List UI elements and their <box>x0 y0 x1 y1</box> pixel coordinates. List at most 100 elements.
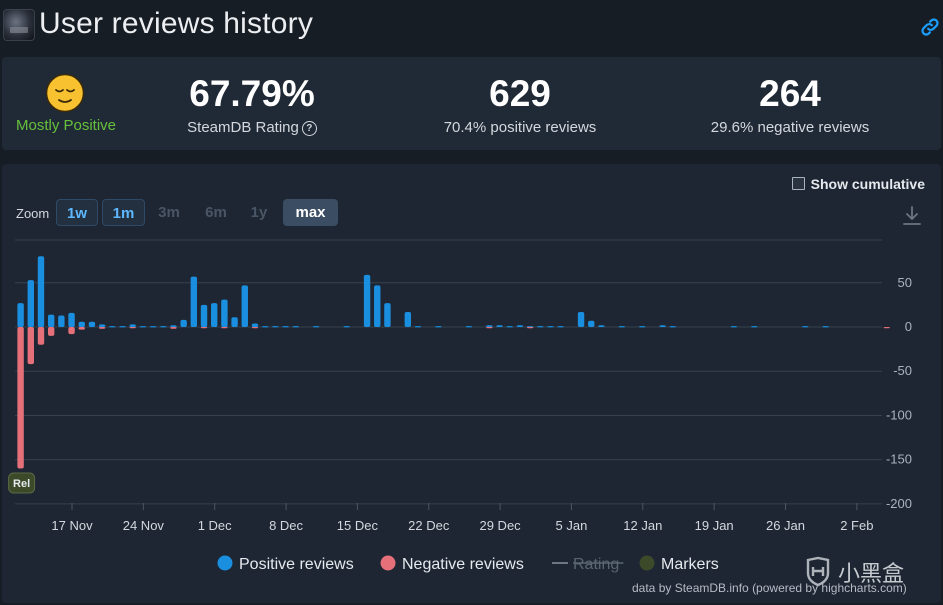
negative-bar[interactable] <box>37 327 45 345</box>
negative-bar[interactable] <box>526 327 534 329</box>
positive-bar[interactable] <box>374 285 381 327</box>
legend-swatch[interactable] <box>639 555 655 571</box>
positive-bar[interactable] <box>37 256 45 327</box>
legend-swatch[interactable] <box>380 555 396 571</box>
zoom-1y-button[interactable]: 1y <box>250 204 268 221</box>
legend-item-label[interactable]: Rating <box>573 556 619 573</box>
positive-bar[interactable] <box>27 280 34 327</box>
positive-bar[interactable] <box>343 326 350 328</box>
positive-bar[interactable] <box>200 304 208 327</box>
positive-bar[interactable] <box>119 326 126 328</box>
y-tick-label: -200 <box>886 496 912 511</box>
legend-swatch[interactable] <box>217 555 233 571</box>
x-tick-label: 24 Nov <box>123 518 165 533</box>
positive-bar[interactable] <box>261 326 269 328</box>
positive-bar[interactable] <box>149 326 157 328</box>
positive-bar[interactable] <box>58 315 65 327</box>
positive-bar[interactable] <box>272 326 279 328</box>
positive-bar[interactable] <box>251 323 259 327</box>
release-marker[interactable] <box>8 472 36 494</box>
positive-bar[interactable] <box>414 326 422 328</box>
positive-bar[interactable] <box>129 324 136 327</box>
negative-reviews-stat: 264 29.6% negative reviews <box>690 57 890 136</box>
negative-bar[interactable] <box>17 327 24 469</box>
negative-bar[interactable] <box>883 327 890 329</box>
positive-bar[interactable] <box>68 312 75 327</box>
positive-bar[interactable] <box>588 320 595 327</box>
x-tick-label: 22 Dec <box>408 518 450 533</box>
positive-bar[interactable] <box>802 326 809 328</box>
negative-bar[interactable] <box>251 327 259 329</box>
zoom-1w-button[interactable]: 1w <box>56 199 98 226</box>
positive-bar[interactable] <box>598 325 605 327</box>
legend-item-label[interactable]: Negative reviews <box>402 556 524 573</box>
positive-bar[interactable] <box>506 326 513 328</box>
positive-bar[interactable] <box>669 326 676 328</box>
positive-bar[interactable] <box>384 303 391 327</box>
positive-bar[interactable] <box>170 325 177 327</box>
positive-bar[interactable] <box>537 326 544 328</box>
positive-bar[interactable] <box>659 325 666 327</box>
positive-bar[interactable] <box>312 326 320 328</box>
zoom-6m-button[interactable]: 6m <box>205 204 227 221</box>
positive-bar[interactable] <box>547 326 554 328</box>
positive-bar[interactable] <box>241 285 248 327</box>
negative-bar[interactable] <box>98 327 106 329</box>
positive-bar[interactable] <box>190 276 198 327</box>
positive-bar[interactable] <box>577 311 585 327</box>
positive-bar[interactable] <box>211 303 218 327</box>
positive-bar[interactable] <box>618 326 626 328</box>
positive-bar[interactable] <box>180 319 187 327</box>
positive-bar[interactable] <box>282 326 289 328</box>
positive-bar[interactable] <box>98 324 106 327</box>
negative-bar[interactable] <box>129 327 136 329</box>
game-icon[interactable] <box>3 9 35 41</box>
legend-item-label[interactable]: Markers <box>661 556 719 573</box>
negative-bar[interactable] <box>78 327 85 330</box>
positive-bar[interactable] <box>751 326 758 328</box>
positive-bar[interactable] <box>88 321 96 327</box>
cumulative-checkbox[interactable] <box>791 177 805 190</box>
x-tick-label: 19 Jan <box>695 518 734 533</box>
negative-bar[interactable] <box>47 327 55 336</box>
link-icon[interactable] <box>919 16 941 38</box>
xiaoheihe-watermark: 小黑盒 <box>806 556 904 587</box>
positive-bar[interactable] <box>47 314 55 327</box>
positive-bar[interactable] <box>231 317 238 327</box>
positive-bar[interactable] <box>109 326 116 328</box>
positive-bar[interactable] <box>435 326 442 328</box>
positive-bar[interactable] <box>465 326 473 328</box>
zoom-1m-button[interactable]: 1m <box>102 199 145 226</box>
negative-bar[interactable] <box>486 327 493 329</box>
positive-bar[interactable] <box>730 326 738 328</box>
x-tick-label: 26 Jan <box>766 518 805 533</box>
positive-bar[interactable] <box>516 325 524 327</box>
positive-bar[interactable] <box>160 326 167 328</box>
show-cumulative-toggle[interactable]: Show cumulative <box>791 176 925 192</box>
positive-bar[interactable] <box>496 325 503 327</box>
negative-bar[interactable] <box>221 327 228 329</box>
negative-bar[interactable] <box>27 327 34 365</box>
negative-bar[interactable] <box>200 327 208 329</box>
negative-percent-label: 29.6% negative reviews <box>710 119 870 136</box>
positive-bar[interactable] <box>822 326 829 328</box>
zoom-3m-button[interactable]: 3m <box>158 204 180 221</box>
steamdb-rating-caption: SteamDB Rating? <box>162 119 342 136</box>
positive-bar[interactable] <box>486 325 493 327</box>
positive-bar[interactable] <box>78 321 85 327</box>
legend-item-label[interactable]: Positive reviews <box>239 556 354 573</box>
negative-bar[interactable] <box>68 327 75 335</box>
download-icon[interactable] <box>902 205 922 227</box>
positive-bar[interactable] <box>638 326 646 328</box>
zoom-max-button[interactable]: max <box>283 199 338 226</box>
negative-bar[interactable] <box>170 327 177 329</box>
positive-bar[interactable] <box>139 326 147 328</box>
positive-bar[interactable] <box>404 311 412 327</box>
positive-bar[interactable] <box>221 299 228 327</box>
positive-bar[interactable] <box>363 274 371 327</box>
positive-bar[interactable] <box>557 326 564 328</box>
positive-bar[interactable] <box>292 326 299 328</box>
help-icon[interactable]: ? <box>301 121 317 136</box>
positive-bar[interactable] <box>17 303 24 327</box>
